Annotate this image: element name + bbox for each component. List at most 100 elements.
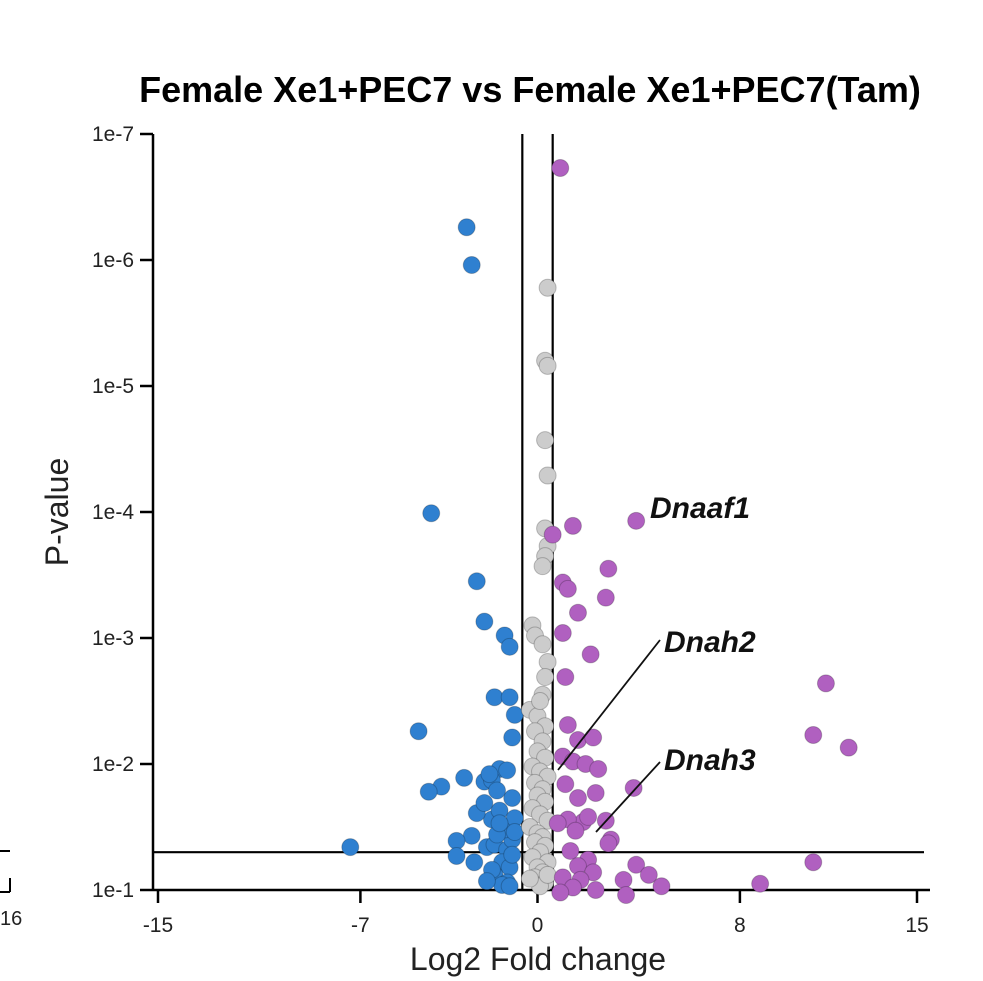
data-point [581,645,600,664]
x-axis-label: Log2 Fold change [410,941,666,977]
data-point [652,877,671,896]
y-ticks: 1e-7 1e-6 1e-5 1e-4 1e-3 1e-2 1e-1 [92,123,153,902]
data-point [500,877,519,896]
data-point [586,881,605,899]
edge-fragment-label: 16 [0,908,22,930]
data-point [419,782,438,801]
data-point [538,865,557,884]
data-point [538,278,557,297]
data-point [589,760,608,779]
data-point [465,853,484,872]
data-point [617,886,636,905]
y-axis-label: P-value [39,458,75,567]
data-point [533,635,552,654]
data-point [543,525,562,544]
data-point [500,688,519,707]
data-point [599,559,618,578]
data-point [551,883,570,902]
data-point [538,466,557,485]
data-point [584,863,603,882]
data-point [804,726,823,745]
data-points [341,159,858,905]
data-point [566,821,585,840]
data-point [558,715,577,734]
data-point [568,731,587,750]
data-point [536,668,555,687]
data-point [596,588,615,607]
data-point [639,865,658,884]
data-point [586,783,605,802]
data-point [751,874,770,893]
x-tick-label: 8 [734,914,746,937]
data-point [467,572,486,591]
y-tick-label: 1e-3 [92,627,134,650]
data-point [462,256,481,275]
data-point [804,853,823,872]
gene-label-dnah3: Dnah3 [664,744,756,777]
data-point [477,872,496,891]
data-point [409,722,428,741]
data-point [490,814,509,833]
data-point [627,855,646,874]
data-point [455,768,474,787]
x-ticks: -15 -7 0 8 15 [143,890,929,937]
data-point [624,778,643,797]
data-point [553,623,572,642]
data-point [505,705,524,724]
annotation-leader-line [595,761,661,833]
data-point [500,637,519,656]
series-down-regulated [341,218,524,896]
data-point [556,668,575,687]
data-point [503,845,522,864]
data-point [341,838,360,857]
data-point [538,652,557,671]
y-tick-label: 1e-1 [92,879,134,902]
data-point [480,765,499,784]
x-tick-label: -15 [143,914,173,937]
y-tick-label: 1e-5 [92,375,134,398]
gene-label-dnah2: Dnah2 [664,626,756,659]
x-tick-label: 15 [905,914,928,937]
data-point [520,869,539,888]
x-tick-label: 0 [532,914,544,937]
y-tick-label: 1e-2 [92,753,134,776]
chart-title: Female Xe1+PEC7 vs Female Xe1+PEC7(Tam) [139,69,921,110]
gene-annotations: Dnaaf1 Dnah2 Dnah3 [557,492,756,833]
data-point [475,612,494,631]
data-point [584,728,603,747]
data-point [488,781,507,800]
data-point [551,159,570,178]
data-point [563,516,582,535]
data-point [839,738,858,757]
data-point [503,789,522,808]
data-point [531,692,550,710]
data-point [816,674,835,693]
data-point [505,823,524,842]
annotation-leader-line [557,639,661,771]
y-tick-label: 1e-6 [92,249,134,272]
data-point [548,814,567,833]
data-point [457,218,476,237]
data-point [503,728,522,747]
data-point [599,834,618,853]
data-point [568,789,587,808]
data-point [447,846,466,865]
data-point [536,431,555,450]
data-point [485,688,504,707]
data-point [558,579,577,598]
x-tick-label: -7 [351,914,370,937]
data-point [422,504,441,523]
data-point [447,831,466,850]
series-not-significant [520,278,557,896]
y-tick-label: 1e-4 [92,501,134,524]
data-point [538,356,557,375]
data-point [462,826,481,845]
data-point [561,841,580,860]
data-point [475,794,494,813]
gene-label-dnaaf1: Dnaaf1 [650,492,750,525]
data-point [579,807,598,826]
series-up-regulated [543,159,858,905]
data-point [498,761,517,780]
data-point [556,775,575,794]
